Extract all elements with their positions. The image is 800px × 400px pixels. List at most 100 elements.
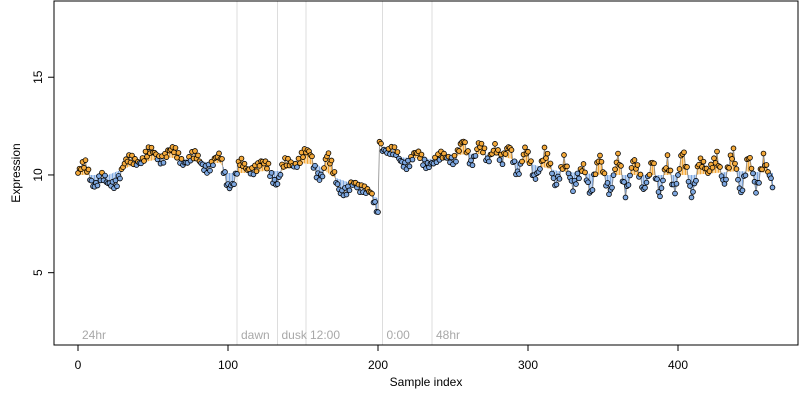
data-point <box>681 149 687 156</box>
data-point <box>222 169 228 175</box>
data-point <box>643 179 650 186</box>
data-point <box>216 150 222 157</box>
data-point <box>622 194 629 201</box>
data-point <box>511 158 518 165</box>
x-tick-label: 0 <box>75 358 82 372</box>
data-point <box>723 176 729 183</box>
event-label: dusk <box>282 328 308 342</box>
data-point <box>714 148 720 155</box>
data-point <box>592 171 599 178</box>
data-point <box>495 147 501 153</box>
data-point <box>570 188 576 195</box>
data-point <box>769 184 776 191</box>
data-point <box>465 148 471 154</box>
data-point <box>553 181 560 188</box>
data-point <box>241 160 248 167</box>
data-point <box>673 180 680 187</box>
data-point <box>561 152 567 158</box>
data-point <box>742 172 749 179</box>
data-point <box>549 170 555 177</box>
data-point <box>646 171 653 178</box>
data-point <box>148 144 155 151</box>
data-point <box>375 209 381 215</box>
data-point <box>615 150 621 157</box>
data-point <box>144 153 150 160</box>
data-point <box>321 165 327 171</box>
data-point <box>328 157 335 164</box>
data-point <box>172 145 179 151</box>
data-point <box>604 180 611 186</box>
data-point <box>609 184 615 191</box>
data-point <box>300 154 306 160</box>
data-point <box>88 177 95 184</box>
data-point <box>610 172 617 178</box>
y-tick-label: 5 <box>31 269 45 276</box>
data-point <box>219 156 225 162</box>
event-label: 0:00 <box>387 328 411 342</box>
data-point <box>729 156 735 162</box>
data-point <box>234 171 240 177</box>
data-point <box>253 168 260 175</box>
data-point <box>601 170 608 177</box>
event-label: 12:00 <box>310 328 340 342</box>
data-point <box>687 183 693 189</box>
data-points <box>75 138 776 215</box>
data-point <box>274 181 281 187</box>
y-tick-label: 10 <box>31 168 45 182</box>
data-point <box>508 147 515 153</box>
data-point <box>759 166 765 173</box>
data-point <box>676 166 683 172</box>
x-tick-label: 200 <box>368 358 388 372</box>
data-point <box>499 161 506 168</box>
data-point <box>316 177 323 183</box>
data-point <box>94 182 101 189</box>
data-point <box>618 163 624 169</box>
data-point <box>481 145 488 152</box>
data-point <box>547 160 554 167</box>
data-point <box>667 167 674 174</box>
data-point <box>468 157 474 164</box>
data-point <box>256 163 263 169</box>
data-point <box>469 162 476 169</box>
data-point <box>732 160 738 167</box>
data-point <box>717 164 723 170</box>
y-axis: 5 10 15 <box>31 70 55 276</box>
data-point <box>628 165 635 171</box>
data-point <box>285 155 291 162</box>
data-point <box>612 166 618 173</box>
data-point <box>589 187 596 193</box>
data-point <box>142 148 149 155</box>
data-point <box>421 156 428 163</box>
data-point <box>537 166 543 172</box>
data-point <box>141 158 147 164</box>
series-line <box>77 140 773 213</box>
data-point <box>637 171 644 178</box>
data-point <box>573 181 579 187</box>
data-point <box>658 185 665 191</box>
data-point <box>265 160 272 167</box>
data-point <box>580 161 587 167</box>
data-point <box>660 177 666 184</box>
data-point <box>472 153 479 159</box>
deviation-lines <box>77 141 773 213</box>
data-point <box>394 149 401 155</box>
data-point <box>697 155 704 162</box>
data-point <box>750 170 756 177</box>
x-tick-label: 400 <box>668 358 688 372</box>
data-point <box>231 181 237 188</box>
x-tick-label: 100 <box>218 358 238 372</box>
data-point <box>294 164 300 170</box>
data-point <box>763 162 770 168</box>
data-point <box>582 169 588 176</box>
data-point <box>82 157 89 163</box>
data-point <box>598 159 605 165</box>
y-tick-label: 15 <box>31 70 45 84</box>
event-labels: 24hr dawn dusk 12:00 0:00 48hr <box>82 328 460 342</box>
event-label: 24hr <box>82 328 106 342</box>
data-point <box>693 177 699 184</box>
data-point <box>85 166 92 173</box>
data-point <box>112 177 119 184</box>
data-point <box>711 155 717 161</box>
data-point <box>418 151 425 158</box>
